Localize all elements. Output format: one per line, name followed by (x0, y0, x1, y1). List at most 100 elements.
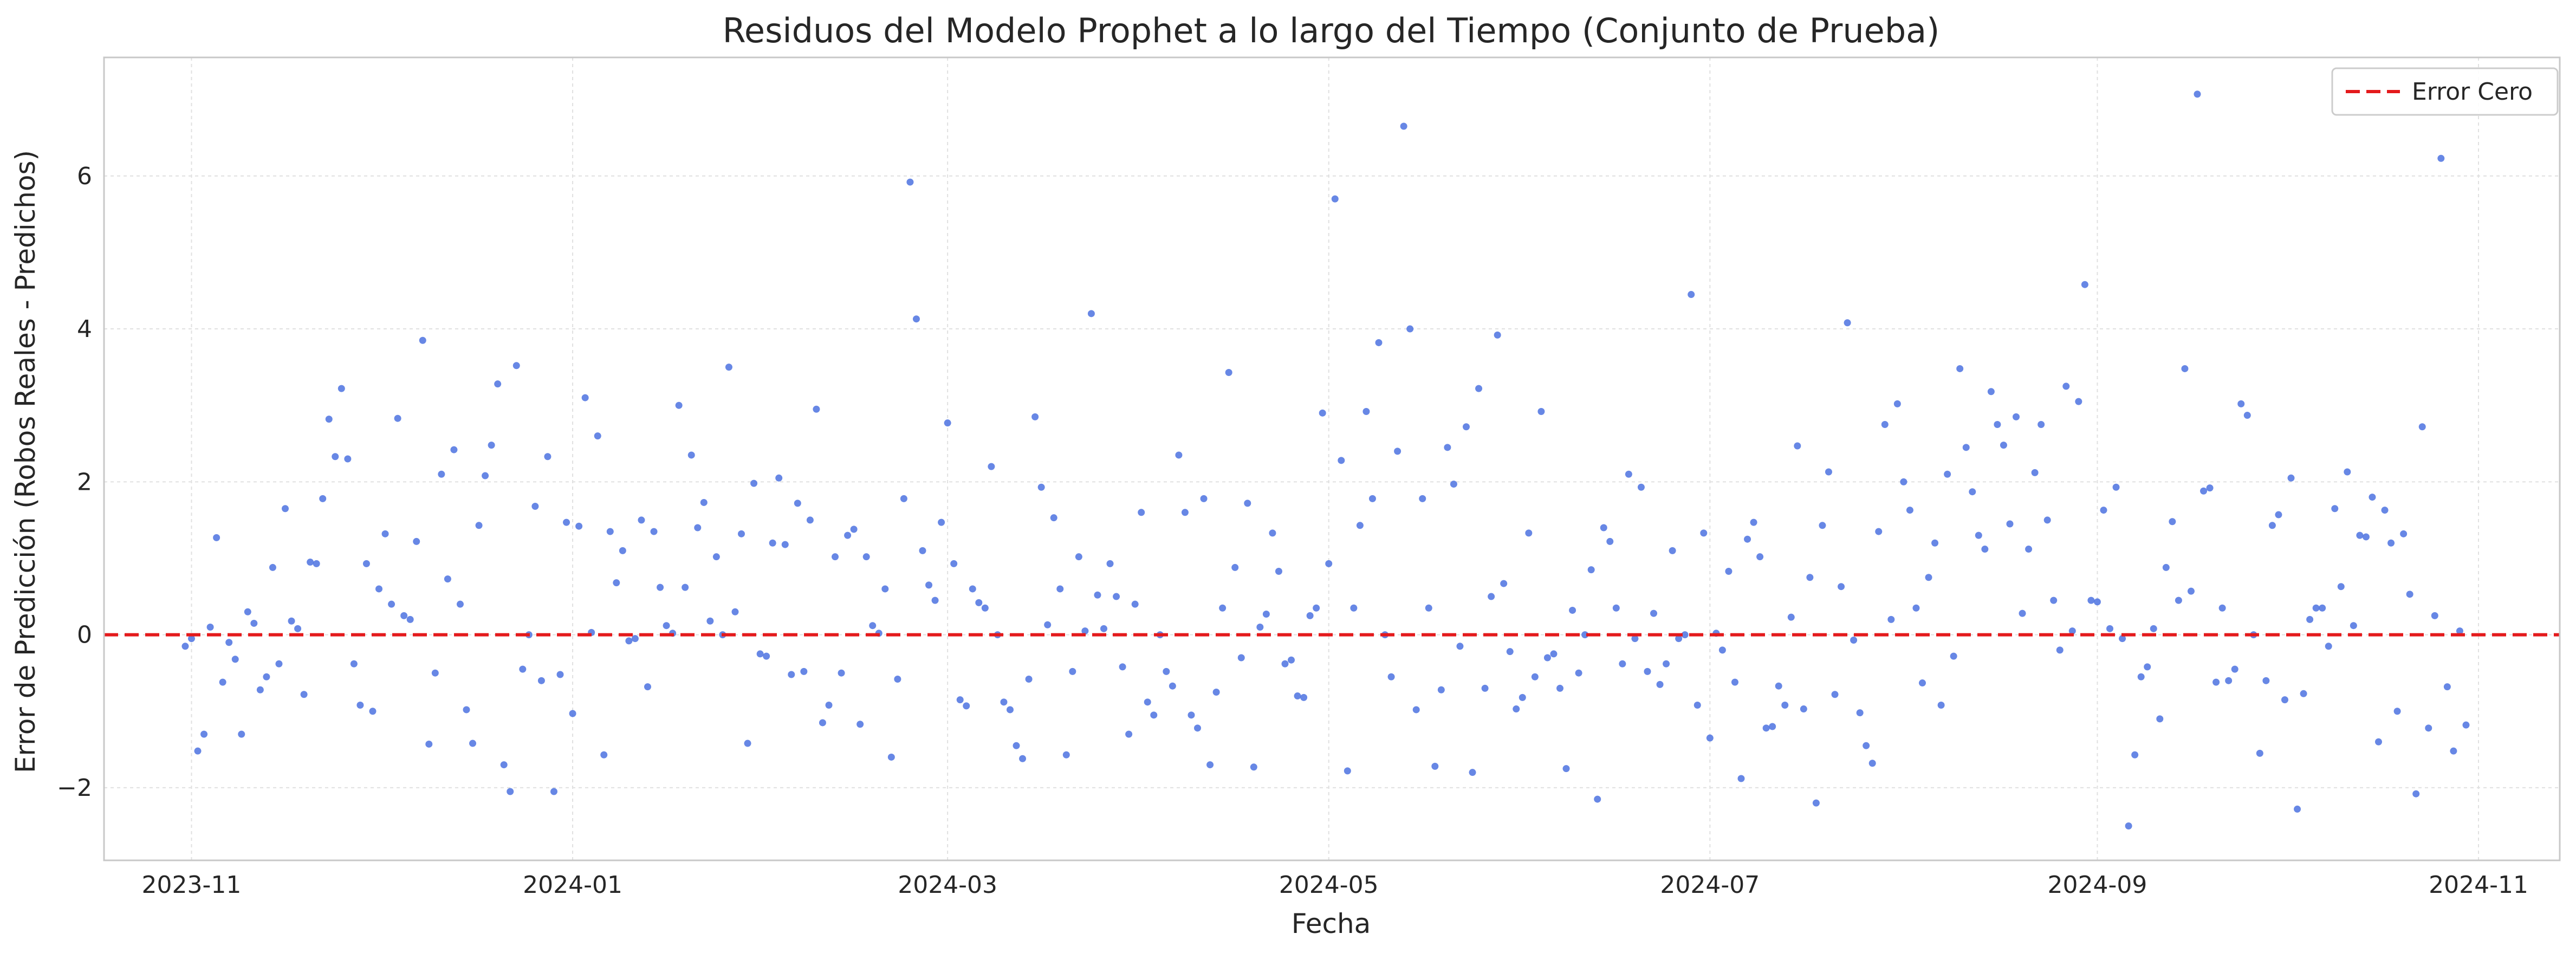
residual-point (2068, 627, 2076, 635)
residual-point (213, 534, 220, 541)
residual-point (2237, 400, 2245, 407)
residual-point (2112, 483, 2120, 491)
residual-point (625, 637, 633, 645)
residual-point (1944, 470, 1951, 478)
residual-point (1481, 684, 1489, 692)
residual-point (1081, 627, 1089, 635)
residual-point (644, 683, 651, 691)
residual-point (738, 530, 745, 537)
residual-point (938, 518, 945, 526)
residual-point (344, 455, 352, 463)
residual-point (2387, 539, 2395, 547)
residual-point (1425, 604, 1432, 612)
residual-point (963, 702, 970, 710)
residual-point (682, 584, 689, 591)
residual-point (1037, 483, 1045, 491)
residual-point (231, 656, 239, 663)
residual-point (1800, 705, 1807, 713)
chart-title: Residuos del Modelo Prophet a lo largo d… (723, 11, 1940, 50)
residual-point (1475, 385, 1483, 392)
residual-point (2243, 412, 2251, 419)
residual-point (2275, 511, 2282, 518)
residual-point (600, 751, 608, 758)
residual-point (900, 495, 907, 502)
residual-point (2281, 696, 2288, 704)
residual-point (1994, 420, 2001, 428)
residual-point (862, 553, 870, 561)
residual-point (1956, 365, 1964, 372)
residual-point (1244, 500, 1251, 507)
residual-point (800, 667, 808, 675)
residual-point (1619, 660, 1626, 667)
residual-point (650, 528, 658, 535)
residual-point (2187, 587, 2195, 595)
residual-point (594, 432, 601, 440)
residual-point (675, 401, 683, 409)
residual-point (1138, 509, 1145, 516)
residual-point (1300, 693, 1308, 701)
residual-point (1250, 763, 1257, 771)
residual-point (981, 604, 989, 612)
residual-point (2062, 383, 2070, 390)
residual-point (1881, 420, 1889, 428)
residual-point (1150, 711, 1158, 719)
residual-point (1762, 724, 1770, 732)
residual-point (1306, 612, 1314, 619)
residual-point (1075, 553, 1082, 561)
residual-point (700, 498, 708, 506)
residual-point (2206, 484, 2214, 492)
residual-point (2418, 423, 2426, 431)
residual-point (1556, 684, 1564, 692)
residual-point (2175, 597, 2182, 604)
residual-point (706, 617, 714, 625)
residual-point (1925, 574, 1932, 581)
x-tick-label: 2024-07 (1660, 871, 1760, 899)
residual-point (750, 479, 758, 487)
residual-point (2087, 597, 2095, 604)
residual-point (844, 531, 852, 539)
residual-point (775, 474, 783, 482)
residual-point (1513, 705, 1520, 713)
residual-point (2225, 677, 2233, 684)
residual-point (1456, 643, 1464, 650)
residual-point (1419, 495, 1426, 502)
residual-point (1462, 423, 1470, 431)
residual-point (763, 652, 770, 660)
residual-point (1931, 539, 1939, 547)
residual-point (1269, 529, 1276, 537)
residual-point (475, 522, 483, 529)
residual-point (806, 516, 814, 524)
residual-point (1013, 742, 1020, 749)
residual-point (1275, 567, 1282, 575)
residual-point (2031, 469, 2039, 476)
residual-point (1900, 478, 1907, 485)
residual-point (1144, 698, 1151, 706)
residual-point (1644, 667, 1651, 675)
residual-point (1069, 667, 1076, 675)
residual-point (2300, 690, 2307, 697)
residual-point (1637, 483, 1645, 491)
residual-point (838, 669, 845, 677)
residual-point (1281, 660, 1289, 667)
residual-point (1600, 524, 1607, 531)
residual-point (1131, 600, 1139, 608)
residual-point (1394, 448, 1401, 455)
residual-point (1838, 583, 1845, 591)
residual-point (919, 547, 926, 554)
residual-point (263, 673, 270, 680)
residual-point (1412, 706, 1420, 714)
residual-point (319, 495, 327, 502)
residual-point (2006, 520, 2014, 528)
residual-point (1625, 470, 1632, 478)
residual-point (956, 696, 964, 704)
residual-point (925, 581, 933, 589)
residual-point (563, 518, 570, 526)
legend: Error Cero (2331, 67, 2559, 116)
residual-point (400, 612, 408, 619)
residual-point (944, 419, 951, 427)
residual-point (1850, 637, 1858, 644)
residual-point (906, 178, 914, 186)
residual-point (369, 708, 377, 715)
residual-point (1656, 680, 1664, 688)
residual-point (2156, 715, 2164, 723)
